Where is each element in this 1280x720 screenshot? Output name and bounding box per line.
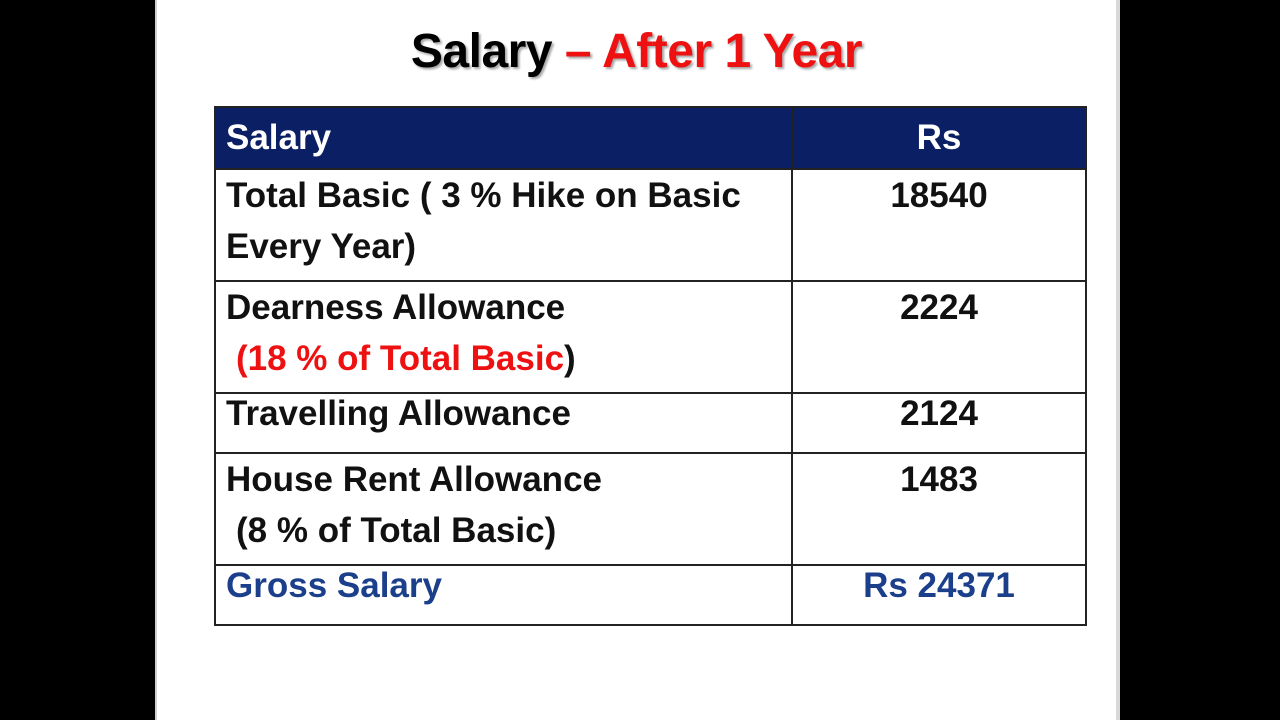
header-rs: Rs — [791, 106, 1087, 170]
header-salary: Salary — [214, 106, 793, 170]
table-row: House Rent Allowance (8 % of Total Basic… — [214, 452, 1087, 566]
title-main: Salary — [410, 25, 553, 78]
row-value-dearness-allowance: 2224 — [791, 280, 1087, 394]
row-label-travelling-allowance: Travelling Allowance — [214, 392, 793, 454]
table-row: Dearness Allowance (18 % of Total Basic)… — [214, 280, 1087, 394]
da-percentage-note: 18 % of Total Basic — [247, 339, 565, 378]
gross-salary-row: Gross Salary Rs 24371 — [214, 564, 1087, 626]
row-value-house-rent-allowance: 1483 — [791, 452, 1087, 566]
table-header-row: Salary Rs — [214, 106, 1087, 170]
gross-salary-value: Rs 24371 — [791, 564, 1087, 626]
title-highlight: – After 1 Year — [564, 25, 863, 78]
paren-close: ) — [564, 339, 576, 378]
table-row: Travelling Allowance 2124 — [214, 392, 1087, 454]
row-label-line2: (18 % of Total Basic) — [226, 333, 781, 384]
slide: Salary – After 1 Year Salary Rs Total Ba… — [155, 0, 1120, 720]
row-label-line1: House Rent Allowance — [226, 460, 602, 499]
row-value-total-basic: 18540 — [791, 168, 1087, 282]
row-label-total-basic: Total Basic ( 3 % Hike on Basic Every Ye… — [214, 168, 793, 282]
row-label-line1: Total Basic ( 3 % Hike on Basic — [226, 176, 741, 215]
row-label-line2: (8 % of Total Basic) — [236, 511, 557, 550]
gross-salary-label: Gross Salary — [214, 564, 793, 626]
row-label-house-rent-allowance: House Rent Allowance (8 % of Total Basic… — [214, 452, 793, 566]
salary-table: Salary Rs Total Basic ( 3 % Hike on Basi… — [214, 106, 1087, 626]
row-value-travelling-allowance: 2124 — [791, 392, 1087, 454]
slide-title: Salary – After 1 Year — [157, 24, 1116, 79]
table-row: Total Basic ( 3 % Hike on Basic Every Ye… — [214, 168, 1087, 282]
row-label-line2: Every Year) — [226, 227, 417, 266]
row-label-dearness-allowance: Dearness Allowance (18 % of Total Basic) — [214, 280, 793, 394]
paren-open: ( — [236, 339, 248, 378]
row-label-line1: Dearness Allowance — [226, 288, 566, 327]
